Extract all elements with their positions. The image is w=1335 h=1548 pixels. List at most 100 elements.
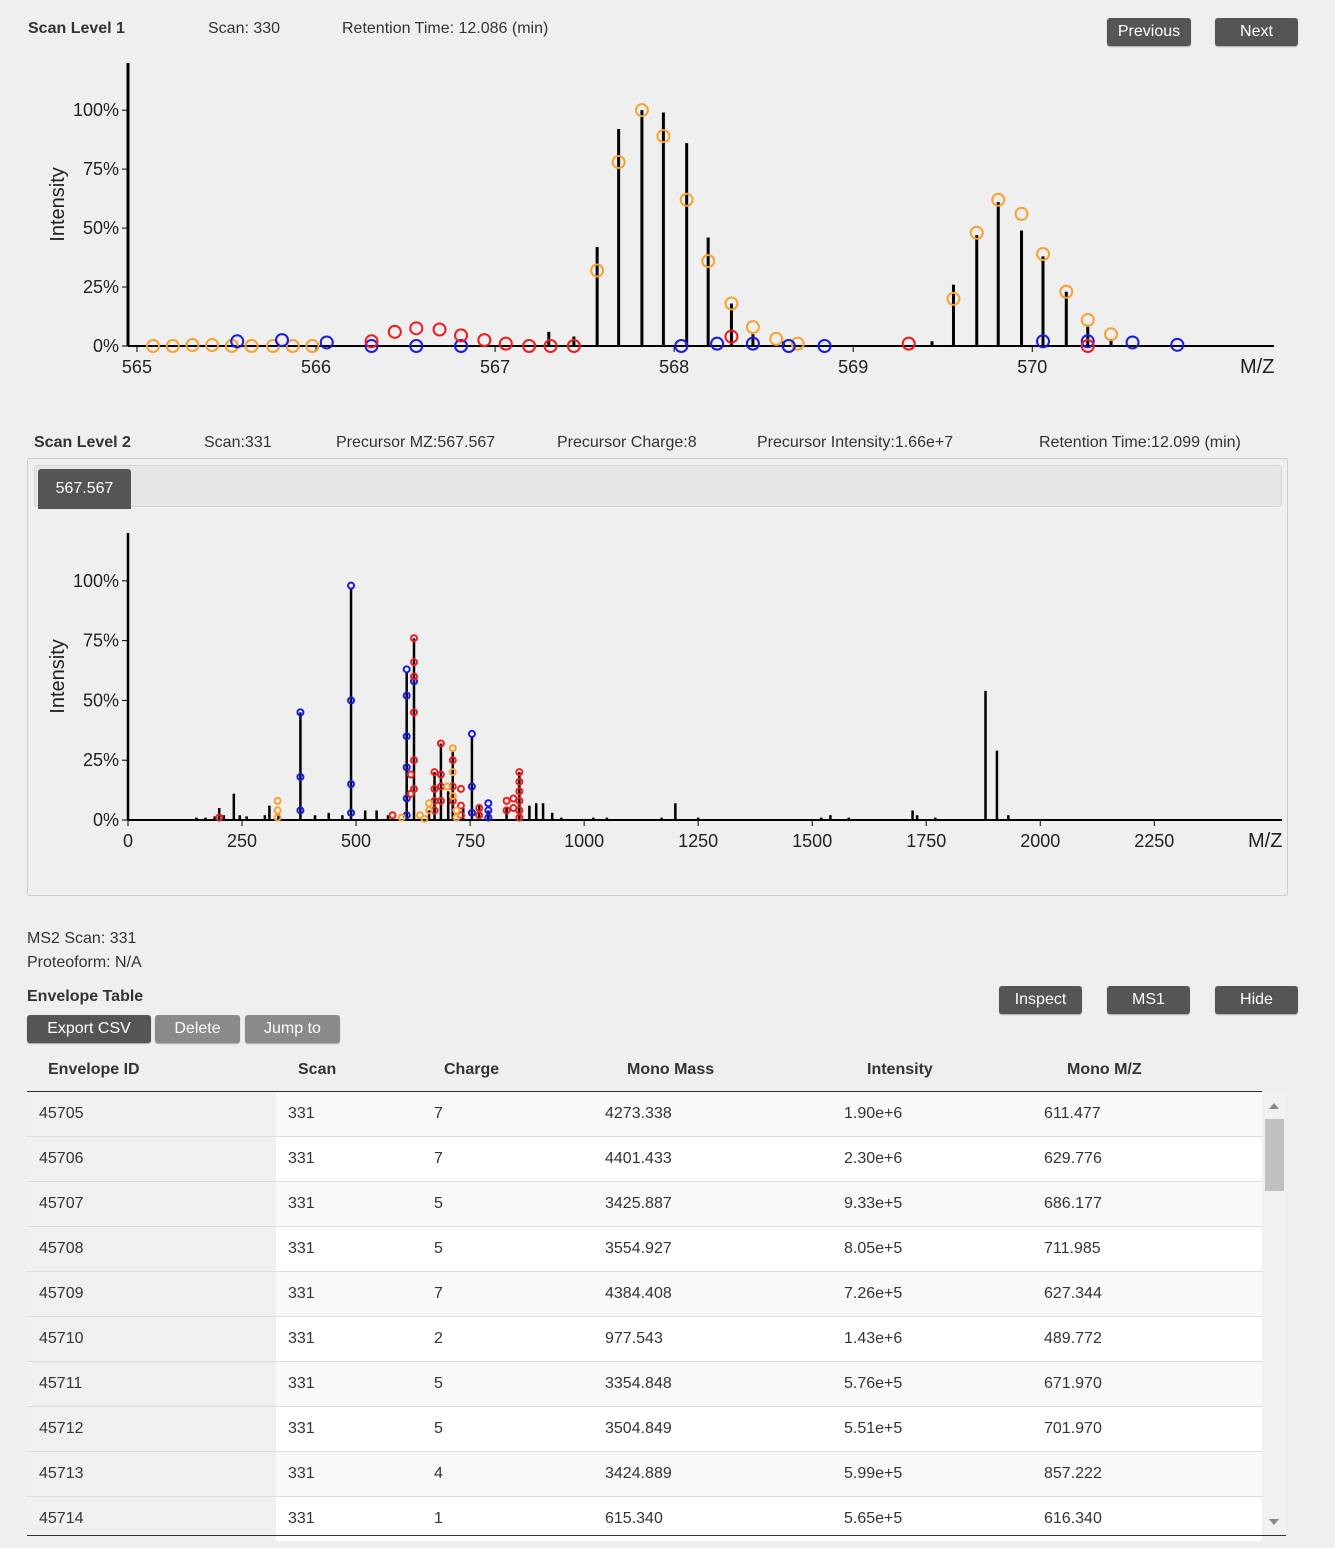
cell-mono-mass: 977.543: [593, 1316, 832, 1362]
envelope-point-orange: [611, 155, 626, 170]
envelope-point-orange: [165, 339, 180, 353]
envelope-point-blue: [409, 677, 418, 686]
ms2-spectrum-chart[interactable]: 0% 25% 50% 75% 100% 0 250 500 750 1000 1250 1500 175…: [0, 520, 1335, 865]
x-tick-label: 1000: [564, 831, 604, 851]
inspect-button[interactable]: Inspect: [999, 986, 1082, 1014]
cell-intensity: 5.65e+5: [832, 1496, 1032, 1541]
cell-envelope-id: 45712: [27, 1406, 276, 1452]
x-tick-label: 2250: [1134, 831, 1174, 851]
table-row[interactable]: 45711 331 5 3354.848 5.76e+5 671.970: [27, 1361, 1262, 1407]
envelope-point-orange: [452, 806, 461, 815]
envelope-table: Envelope ID Scan Charge Mono Mass Intens…: [27, 1048, 1262, 1541]
envelope-point-orange: [790, 336, 805, 351]
envelope-point-red: [215, 813, 224, 822]
ms2-tab-bar: 567.567: [34, 465, 1282, 509]
x-tick-label: 1750: [906, 831, 946, 851]
cell-scan: 331: [276, 1451, 422, 1497]
envelope-point-red: [409, 708, 418, 717]
envelope-point-blue: [484, 813, 493, 822]
hide-button[interactable]: Hide: [1215, 986, 1298, 1014]
table-row[interactable]: 45705 331 7 4273.338 1.90e+6 611.477: [27, 1091, 1262, 1137]
x-tick-label: 569: [838, 357, 868, 377]
ms1-button[interactable]: MS1: [1107, 986, 1190, 1014]
header-intensity[interactable]: Intensity: [832, 1048, 1032, 1092]
delete-button[interactable]: Delete: [155, 1015, 240, 1043]
envelope-point-red: [406, 770, 415, 779]
cell-intensity: 8.05e+5: [832, 1226, 1032, 1272]
table-row[interactable]: 45712 331 5 3504.849 5.51e+5 701.970: [27, 1406, 1262, 1452]
envelope-point-blue: [467, 782, 476, 791]
previous-button[interactable]: Previous: [1107, 18, 1191, 46]
ms1-spectrum-chart[interactable]: 0% 25% 50% 75% 100% 565 566 567 568 569 570 M/Z Inte…: [0, 50, 1335, 390]
envelope-point-orange: [443, 782, 452, 791]
scrollbar-thumb[interactable]: [1265, 1119, 1284, 1191]
envelope-point-red: [475, 804, 484, 813]
y-tick-label: 50%: [83, 690, 119, 710]
next-button[interactable]: Next: [1215, 18, 1298, 46]
table-row[interactable]: 45707 331 5 3425.887 9.33e+5 686.177: [27, 1181, 1262, 1227]
envelope-point-orange: [1059, 284, 1074, 299]
ms2-scan-info: MS2 Scan: 331: [27, 930, 137, 947]
envelope-point-red: [409, 634, 418, 643]
envelope-point-blue: [402, 732, 411, 741]
envelope-point-orange: [448, 792, 457, 801]
cell-charge: 7: [422, 1136, 593, 1182]
envelope-point-blue: [817, 339, 832, 353]
header-charge[interactable]: Charge: [422, 1048, 593, 1092]
table-row[interactable]: 45713 331 4 3424.889 5.99e+5 857.222: [27, 1451, 1262, 1497]
envelope-point-blue: [484, 799, 493, 808]
cell-intensity: 9.33e+5: [832, 1181, 1032, 1227]
envelope-table-title: Envelope Table: [27, 988, 144, 1005]
y-tick-label: 75%: [83, 159, 119, 179]
cell-charge: 5: [422, 1361, 593, 1407]
ms2-title: Scan Level 2: [34, 434, 131, 451]
header-mono-mz[interactable]: Mono M/Z: [1032, 1048, 1262, 1092]
cell-mono-mass: 3425.887: [593, 1181, 832, 1227]
envelope-point-blue: [1125, 335, 1140, 350]
envelope-point-blue: [364, 339, 379, 353]
envelope-point-blue: [745, 336, 760, 351]
envelope-point-red: [409, 784, 418, 793]
table-row[interactable]: 45708 331 5 3554.927 8.05e+5 711.985: [27, 1226, 1262, 1272]
envelope-point-red: [502, 796, 511, 805]
envelope-point-orange: [425, 806, 434, 815]
envelope-point-orange: [634, 103, 649, 118]
cell-scan: 331: [276, 1271, 422, 1317]
x-tick-label: 0: [123, 831, 133, 851]
envelope-point-blue: [484, 806, 493, 815]
table-scrollbar[interactable]: [1263, 1093, 1286, 1533]
envelope-point-orange: [185, 338, 200, 353]
envelope-point-blue: [347, 581, 356, 590]
envelope-point-red: [364, 334, 379, 349]
header-envelope-id[interactable]: Envelope ID: [27, 1048, 276, 1092]
table-row[interactable]: 45709 331 7 4384.408 7.26e+5 627.344: [27, 1271, 1262, 1317]
y-tick-label: 25%: [83, 750, 119, 770]
header-scan[interactable]: Scan: [276, 1048, 422, 1092]
envelope-point-red: [1080, 339, 1095, 353]
envelope-point-blue: [1036, 334, 1051, 349]
header-mono-mass[interactable]: Mono Mass: [593, 1048, 832, 1092]
table-row[interactable]: 45706 331 7 4401.433 2.30e+6 629.776: [27, 1136, 1262, 1182]
y-tick-label: 0%: [93, 336, 119, 356]
x-tick-label: 1500: [792, 831, 832, 851]
tab-precursor[interactable]: 567.567: [38, 469, 131, 509]
cell-envelope-id: 45710: [27, 1316, 276, 1362]
envelope-point-blue: [296, 772, 305, 781]
table-row[interactable]: 45714 331 1 615.340 5.65e+5 616.340: [27, 1496, 1262, 1541]
table-row[interactable]: 45710 331 2 977.543 1.43e+6 489.772: [27, 1316, 1262, 1362]
envelope-point-blue: [409, 339, 424, 353]
envelope-point-blue: [347, 696, 356, 705]
export-csv-button[interactable]: Export CSV: [27, 1015, 151, 1043]
cell-envelope-id: 45714: [27, 1496, 276, 1541]
scroll-down-icon[interactable]: [1269, 1519, 1279, 1525]
cell-charge: 5: [422, 1181, 593, 1227]
envelope-point-orange: [1014, 206, 1029, 221]
cell-envelope-id: 45709: [27, 1271, 276, 1317]
scroll-up-icon[interactable]: [1269, 1103, 1279, 1109]
envelope-point-orange: [448, 768, 457, 777]
envelope-point-blue: [402, 665, 411, 674]
envelope-point-orange: [946, 291, 961, 306]
y-axis-label: Intensity: [47, 639, 69, 713]
cell-envelope-id: 45706: [27, 1136, 276, 1182]
jump-to-button[interactable]: Jump to: [245, 1015, 340, 1043]
